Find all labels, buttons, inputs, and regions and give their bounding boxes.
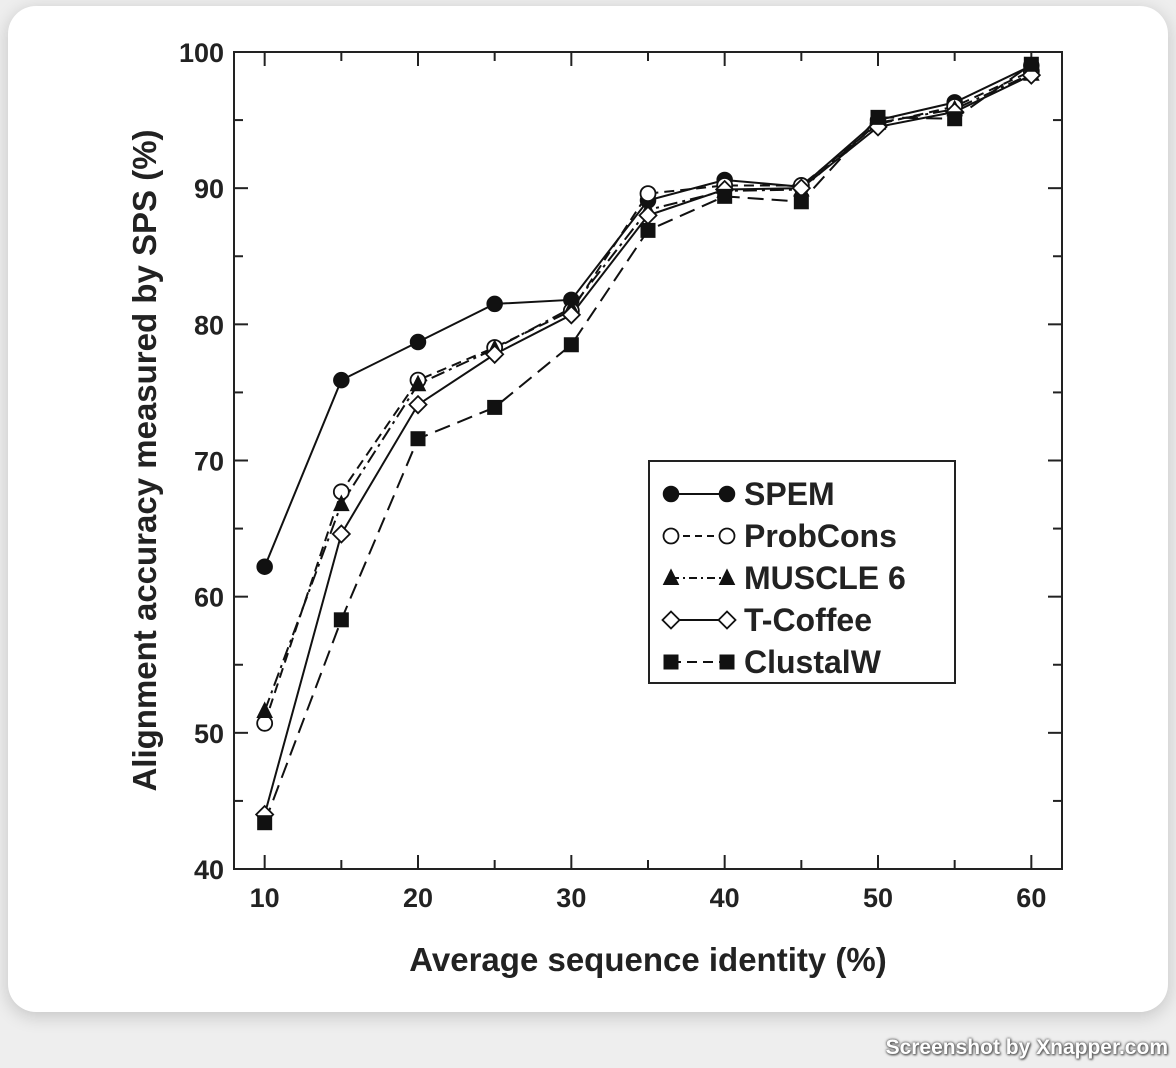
data-point-muscle-6 [409, 374, 427, 392]
data-point-t-coffee [561, 305, 582, 325]
y-tick-label: 50 [194, 719, 224, 749]
legend-label: MUSCLE 6 [744, 560, 906, 596]
legend-label: T-Coffee [744, 602, 872, 638]
data-point-clustalw [563, 337, 579, 353]
x-tick-label: 60 [1016, 883, 1046, 913]
legend-marker [719, 654, 735, 670]
legend-marker [661, 610, 681, 630]
data-point-clustalw [257, 815, 273, 831]
data-point-probcons [256, 714, 274, 732]
x-axis-label: Average sequence identity (%) [409, 941, 886, 978]
data-point-muscle-6 [333, 494, 350, 512]
data-point-clustalw [333, 612, 349, 628]
y-tick-label: 90 [194, 174, 224, 204]
y-axis-label: Alignment accuracy measured by SPS (%) [126, 129, 163, 791]
data-point-clustalw [640, 222, 656, 238]
y-tick-label: 70 [194, 447, 224, 477]
data-point-clustalw [1023, 56, 1039, 72]
series-line-clustalw [263, 63, 1032, 824]
watermark-text: Screenshot by Xnapper.com [885, 1036, 1168, 1059]
legend-marker [662, 527, 680, 545]
data-point-clustalw [717, 188, 733, 204]
data-point-t-coffee [1021, 65, 1042, 85]
legend-marker [717, 610, 737, 630]
data-point-clustalw [487, 399, 503, 415]
data-point-clustalw [870, 109, 886, 125]
data-point-spem [256, 558, 273, 575]
data-point-t-coffee [331, 524, 352, 544]
line-chart: 10 20 30 40 50 60 40 50 60 70 80 90 100 Average seque… [126, 38, 1063, 978]
legend-label: ProbCons [744, 518, 897, 554]
x-tick-label: 30 [556, 883, 586, 913]
data-point-t-coffee [408, 394, 428, 415]
x-tick-label: 50 [863, 883, 893, 913]
data-point-spem [333, 371, 350, 389]
legend-marker [718, 485, 736, 503]
data-point-clustalw [947, 111, 963, 127]
data-point-spem [486, 295, 503, 313]
x-tick-label: 20 [403, 883, 433, 913]
legend-label: ClustalW [744, 644, 882, 680]
data-point-probcons [639, 185, 657, 203]
chart-card: 10 20 30 40 50 60 40 50 60 70 80 90 100 Average seque… [8, 6, 1168, 1012]
data-point-spem [409, 333, 427, 351]
data-point-t-coffee [484, 344, 505, 365]
data-point-clustalw [410, 431, 426, 447]
y-tick-label: 60 [194, 583, 224, 613]
legend-label: SPEM [744, 476, 835, 512]
legend-box [648, 460, 956, 684]
y-tick-label: 100 [179, 38, 224, 68]
y-tick-label: 40 [194, 855, 224, 885]
legend-marker [663, 654, 679, 670]
y-tick-label: 80 [194, 310, 224, 340]
legend-marker [662, 568, 680, 585]
x-tick-label: 10 [250, 883, 280, 913]
x-tick-label: 40 [710, 883, 740, 913]
legend-marker [718, 568, 736, 585]
data-point-clustalw [793, 194, 809, 210]
data-point-muscle-6 [256, 701, 273, 719]
legend-marker [662, 485, 680, 503]
legend-marker [718, 527, 736, 545]
